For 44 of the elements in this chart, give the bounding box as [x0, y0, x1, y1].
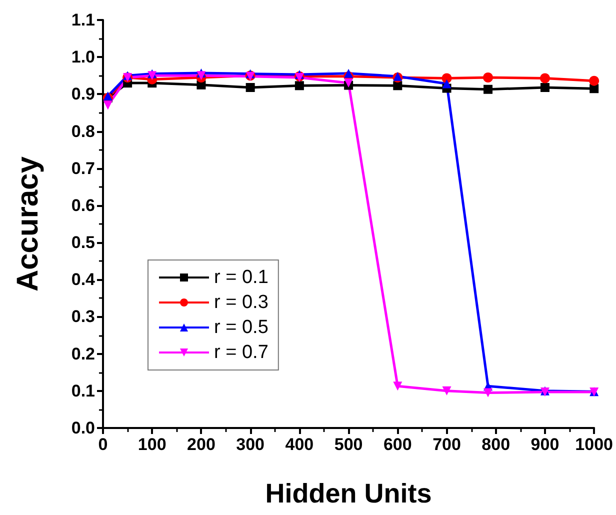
x-tick-label: 600: [383, 435, 412, 454]
x-tick-label: 500: [334, 435, 363, 454]
x-tick-label: 1000: [575, 435, 614, 454]
y-tick-label: 0.5: [71, 233, 95, 252]
point: [393, 382, 402, 391]
y-tick-label: 0.4: [71, 270, 96, 290]
point: [442, 386, 452, 396]
x-tick-label: 400: [285, 435, 314, 454]
point: [442, 73, 452, 84]
point: [246, 83, 255, 92]
x-tick-label: 200: [187, 435, 216, 454]
x-tick-label: 800: [482, 435, 510, 454]
x-tick-label: 100: [138, 435, 166, 454]
y-tick-label: 1.1: [71, 10, 95, 30]
point: [294, 81, 304, 90]
y-tick-label: 0.3: [71, 307, 95, 326]
y-axis-title: Accuracy: [12, 156, 44, 292]
point: [442, 79, 452, 88]
x-tick-label: 700: [432, 435, 461, 454]
x-tick-label: 900: [530, 435, 560, 454]
point: [344, 68, 354, 78]
y-tick-label: 0.6: [71, 196, 95, 215]
legend-label: r = 0.3: [214, 292, 268, 313]
y-tick-label: 0.1: [71, 381, 95, 400]
point: [484, 84, 493, 94]
y-tick-label: 1.0: [71, 48, 95, 67]
legend-label: r = 0.7: [214, 342, 268, 363]
point: [483, 72, 494, 82]
y-tick-label: 0.0: [71, 418, 95, 438]
point: [589, 76, 600, 86]
y-tick-label: 0.9: [71, 84, 95, 104]
point: [540, 83, 550, 92]
x-axis-title: Hidden Units: [265, 478, 432, 508]
y-tick-label: 0.8: [71, 122, 95, 141]
point: [484, 388, 493, 398]
point: [540, 73, 550, 84]
point: [393, 81, 402, 90]
y-tick-label: 0.7: [71, 158, 95, 178]
point: [103, 100, 112, 110]
legend-label: r = 0.5: [214, 317, 268, 338]
y-tick-label: 0.2: [71, 344, 95, 364]
x-tick-label: 0: [98, 435, 108, 454]
legend-label: r = 0.1: [214, 267, 268, 288]
x-tick-label: 300: [236, 435, 265, 454]
